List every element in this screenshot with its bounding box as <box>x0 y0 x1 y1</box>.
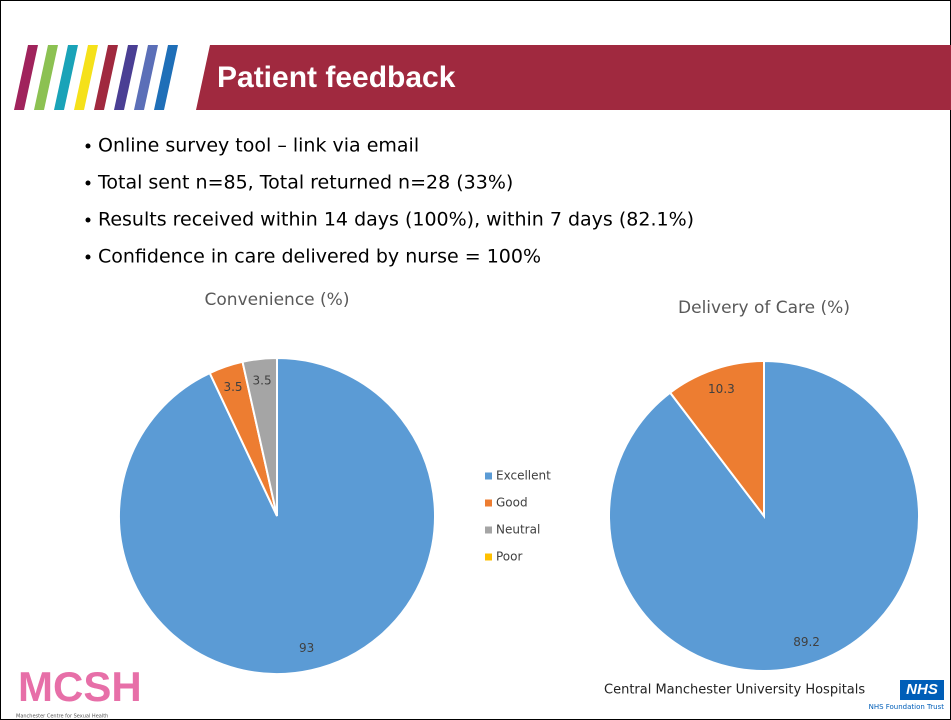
logo-left: MCSH <box>18 663 142 710</box>
legend-swatch <box>485 499 492 507</box>
pie-slice <box>668 359 765 519</box>
pie-slice <box>608 359 920 672</box>
logo-left-caption: Manchester Centre for Sexual Health <box>16 714 108 720</box>
logo-right: Central Manchester University Hospitals <box>604 683 865 698</box>
data-label: 10.3 <box>708 382 735 396</box>
legend-label: Poor <box>496 550 522 564</box>
bullet-text: Online survey tool – link via email <box>98 135 419 157</box>
bullet-text: Confidence in care delivered by nurse = … <box>98 246 541 268</box>
title-bar <box>196 45 951 110</box>
data-label: 93 <box>299 641 314 655</box>
stripes <box>14 45 178 110</box>
legend-label: Good <box>496 496 528 510</box>
data-label: 89.2 <box>793 635 820 649</box>
logo-right-caption: NHS Foundation Trust <box>869 703 945 711</box>
bullet-dot <box>85 143 91 149</box>
bullet-text: Results received within 14 days (100%), … <box>98 209 694 231</box>
bullet-dot <box>85 254 91 260</box>
legend-swatch <box>485 472 492 480</box>
data-label: 3.5 <box>253 373 272 387</box>
slide-title: Patient feedback <box>217 61 456 94</box>
bullet-dot <box>85 217 91 223</box>
legend-swatch <box>485 553 492 561</box>
nhs-badge <box>900 680 944 700</box>
pie-slice <box>241 356 278 517</box>
data-label: 3.5 <box>223 380 242 394</box>
nhs-badge-text: NHS <box>906 681 938 698</box>
legend-swatch <box>485 526 492 534</box>
legend-label: Excellent <box>496 469 551 483</box>
chart-title: Convenience (%) <box>205 290 350 310</box>
legend-label: Neutral <box>496 523 540 537</box>
bullet-text: Total sent n=85, Total returned n=28 (33… <box>97 172 513 194</box>
bullet-list: Online survey tool – link via email Total… <box>85 135 694 268</box>
chart-title: Delivery of Care (%) <box>678 298 850 318</box>
bullet-dot <box>85 180 91 186</box>
